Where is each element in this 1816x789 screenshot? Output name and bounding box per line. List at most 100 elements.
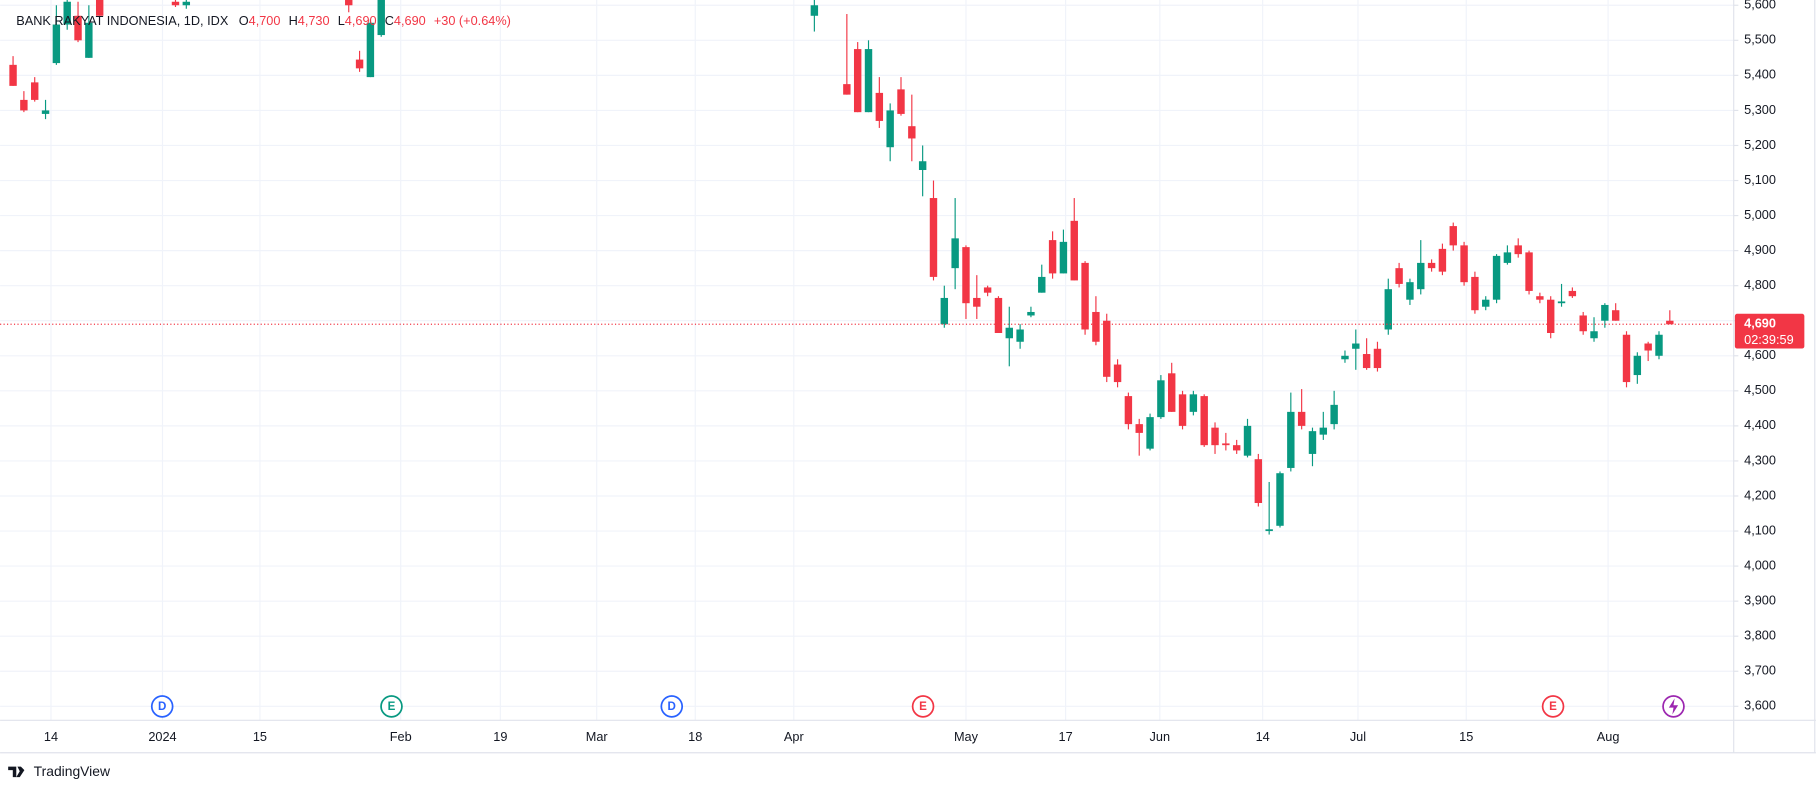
x-tick-label: Jun	[1150, 729, 1171, 744]
candle-body	[1070, 220, 1078, 281]
candle-body	[897, 89, 905, 114]
x-tick-label: 15	[253, 729, 267, 744]
legend-value: 4,690	[345, 13, 377, 28]
candle-body	[345, 0, 353, 6]
candle-body	[1666, 320, 1674, 325]
event-circle	[380, 695, 403, 718]
event-marker[interactable]	[1662, 695, 1685, 718]
candle-body	[1200, 396, 1208, 446]
candle-body	[1362, 354, 1371, 369]
legend: BANK RAKYAT INDONESIA, 1D, IDX O4,700 H4,7…	[16, 13, 511, 28]
event-label: E	[388, 701, 396, 713]
candle-body	[1103, 320, 1111, 377]
overlay-layer	[0, 4, 1739, 707]
y-tick-label: 4,900	[1744, 242, 1776, 257]
event-label: E	[919, 701, 927, 713]
logo: TradingView	[8, 763, 111, 779]
candle-body	[1146, 417, 1154, 449]
candle-body	[31, 82, 39, 100]
event-circle	[1541, 695, 1565, 718]
candle-body	[1590, 331, 1598, 339]
event-marker[interactable]: E	[1541, 695, 1565, 718]
legend-key: C	[385, 13, 394, 28]
candle-body	[1005, 327, 1013, 339]
x-tick-label: Jul	[1350, 729, 1366, 744]
candle-body	[1124, 396, 1133, 425]
candle-body	[1352, 343, 1360, 349]
candle-body	[1308, 431, 1317, 454]
candle-body	[1547, 299, 1555, 333]
candle-body	[41, 110, 50, 114]
candle-body	[1579, 315, 1587, 332]
candle-body	[1525, 252, 1533, 291]
candle-body	[1611, 310, 1620, 321]
x-tick-label: Feb	[390, 729, 412, 744]
candle-body	[1157, 380, 1165, 418]
candle-body	[1460, 245, 1468, 283]
legend-key: H	[289, 13, 298, 28]
candle-body	[1633, 355, 1642, 376]
candle-body	[355, 59, 364, 69]
legend-change: +30 (+0.64%)	[434, 13, 511, 28]
candle-body	[994, 297, 1003, 333]
candle-body	[1038, 276, 1046, 293]
candle-body	[74, 15, 82, 41]
candle-body	[1406, 282, 1414, 300]
y-tick-label: 5,000	[1744, 207, 1776, 222]
candle-body	[1330, 404, 1338, 425]
x-tick-label: 2024	[148, 729, 176, 744]
logo-mark	[8, 766, 25, 778]
y-tick-label: 4,400	[1744, 417, 1776, 432]
event-marker[interactable]: E	[911, 695, 935, 718]
candle-body	[1601, 304, 1609, 321]
candle-body	[171, 1, 180, 6]
y-tick-label: 5,300	[1744, 102, 1776, 117]
candle-body	[1135, 424, 1143, 433]
candle-body	[1189, 394, 1198, 412]
event-marker[interactable]: D	[150, 695, 174, 718]
candle-body	[973, 297, 981, 307]
y-tick-label: 4,000	[1744, 557, 1776, 572]
x-tick-label: Apr	[784, 729, 805, 744]
candle-body	[1514, 245, 1522, 255]
candle-body	[1568, 290, 1577, 297]
candle-body	[1417, 262, 1425, 290]
event-marker[interactable]: E	[380, 695, 403, 718]
candle-body	[1276, 473, 1284, 526]
y-tick-label: 5,200	[1744, 137, 1776, 152]
y-tick-label: 4,200	[1744, 487, 1776, 502]
x-tick-label: 14	[44, 729, 58, 744]
candle-body	[95, 0, 104, 16]
candle-body	[1027, 311, 1035, 316]
y-tick-label: 4,500	[1744, 382, 1776, 397]
candle-body	[1211, 427, 1219, 446]
countdown: 02:39:59	[1744, 332, 1794, 347]
candle-body	[983, 287, 992, 293]
candle-body	[908, 126, 916, 139]
candle-body	[1092, 311, 1100, 342]
y-tick-label: 5,500	[1744, 32, 1776, 47]
y-tick-label: 5,400	[1744, 67, 1776, 82]
candle-body	[9, 64, 17, 86]
candle-body	[1243, 425, 1252, 456]
candle-body	[1395, 268, 1403, 284]
x-tick-label: Mar	[586, 729, 609, 744]
y-tick-label: 4,300	[1744, 452, 1776, 467]
x-tick-label: 15	[1459, 729, 1473, 744]
candle-body	[1059, 241, 1068, 274]
candle-body	[1113, 364, 1122, 383]
event-marker[interactable]: D	[660, 695, 684, 718]
candle-body	[843, 84, 851, 95]
candle-body	[20, 99, 28, 111]
legend-key: L	[338, 13, 345, 28]
x-tick-label: 18	[688, 729, 702, 744]
x-tick-label: 19	[493, 729, 507, 744]
candles-layer	[9, 0, 1674, 535]
candle-body	[1427, 262, 1436, 269]
candle-body	[1557, 301, 1566, 304]
candle-body	[1319, 427, 1328, 435]
candle-body	[1081, 262, 1089, 330]
candle-body	[951, 238, 959, 269]
